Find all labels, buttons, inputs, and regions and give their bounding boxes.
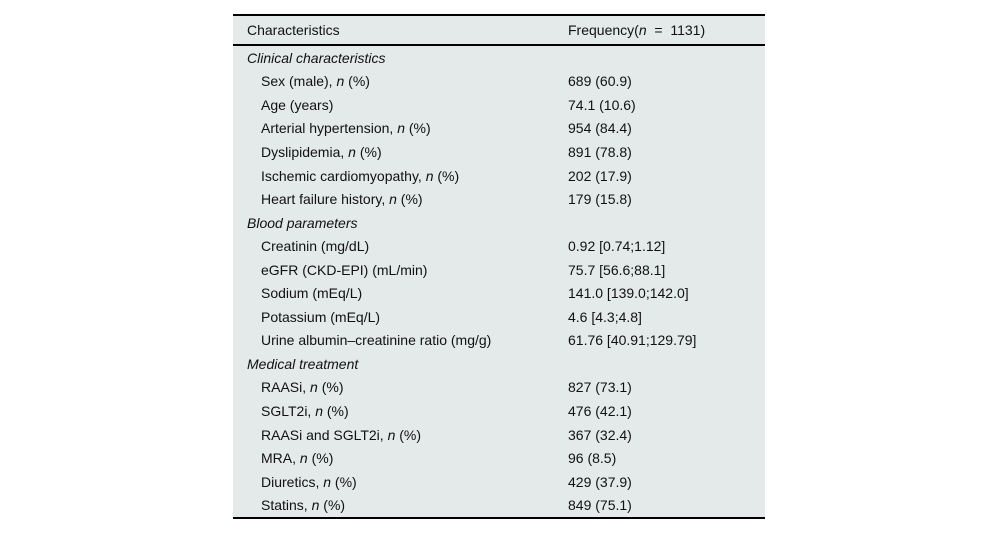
table-row: RAASi, n (%) 827 (73.1) — [233, 376, 765, 400]
header-frequency-post: = 1131) — [646, 22, 706, 38]
section-label: Clinical characteristics — [247, 49, 386, 66]
row-value: 0.92 [0.74;1.12] — [568, 238, 666, 255]
row-label: Sex (male), n (%) — [261, 73, 370, 90]
row-label: Statins, n (%) — [261, 497, 346, 514]
row-value: 75.7 [56.6;88.1] — [568, 261, 666, 278]
characteristics-table: Characteristics Frequency(n = 1131) Clin… — [233, 14, 765, 519]
row-label: Ischemic cardiomyopathy, n (%) — [261, 167, 460, 184]
row-value: 74.1 (10.6) — [568, 96, 636, 113]
row-label: Diuretics, n (%) — [261, 473, 357, 490]
table-row: eGFR (CKD-EPI) (mL/min) 75.7 [56.6;88.1] — [233, 258, 765, 282]
row-value: 849 (75.1) — [568, 497, 632, 514]
section-label: Medical treatment — [247, 355, 359, 372]
row-value: 689 (60.9) — [568, 73, 632, 90]
row-label: Age (years) — [261, 96, 334, 113]
row-label: Heart failure history, n (%) — [261, 191, 423, 208]
row-value: 954 (84.4) — [568, 120, 632, 137]
table-row: RAASi and SGLT2i, n (%) 367 (32.4) — [233, 423, 765, 447]
row-value: 429 (37.9) — [568, 473, 632, 490]
row-value: 141.0 [139.0;142.0] — [568, 285, 689, 302]
row-value: 4.6 [4.3;4.8] — [568, 308, 642, 325]
table-row: Heart failure history, n (%) 179 (15.8) — [233, 187, 765, 211]
header-frequency-n: n — [638, 22, 647, 38]
row-value: 179 (15.8) — [568, 191, 632, 208]
row-label: Sodium (mEq/L) — [261, 285, 363, 302]
table-row: Sodium (mEq/L) 141.0 [139.0;142.0] — [233, 281, 765, 305]
table-row: Creatinin (mg/dL) 0.92 [0.74;1.12] — [233, 234, 765, 258]
row-value: 367 (32.4) — [568, 426, 632, 443]
section-row: Blood parameters — [233, 211, 765, 235]
row-label: Potassium (mEq/L) — [261, 308, 381, 325]
table-row: Potassium (mEq/L) 4.6 [4.3;4.8] — [233, 305, 765, 329]
table-row: SGLT2i, n (%) 476 (42.1) — [233, 399, 765, 423]
table-row: Dyslipidemia, n (%) 891 (78.8) — [233, 140, 765, 164]
row-value: 827 (73.1) — [568, 379, 632, 396]
header-frequency: Frequency(n = 1131) — [568, 22, 705, 38]
row-label: Urine albumin–creatinine ratio (mg/g) — [261, 332, 492, 349]
header-frequency-pre: Frequency( — [568, 22, 639, 38]
section-row: Medical treatment — [233, 352, 765, 376]
row-label: MRA, n (%) — [261, 450, 334, 467]
header-characteristics: Characteristics — [247, 22, 340, 38]
table-row: Urine albumin–creatinine ratio (mg/g) 61… — [233, 329, 765, 353]
row-label: Creatinin (mg/dL) — [261, 238, 370, 255]
row-label: RAASi and SGLT2i, n (%) — [261, 426, 422, 443]
row-value: 96 (8.5) — [568, 450, 617, 467]
row-value: 891 (78.8) — [568, 143, 632, 160]
table-header-row: Characteristics Frequency(n = 1131) — [233, 16, 765, 46]
table-row: Ischemic cardiomyopathy, n (%) 202 (17.9… — [233, 164, 765, 188]
row-label: SGLT2i, n (%) — [261, 402, 349, 419]
row-label: RAASi, n (%) — [261, 379, 344, 396]
row-label: eGFR (CKD-EPI) (mL/min) — [261, 261, 428, 278]
row-value: 61.76 [40.91;129.79] — [568, 332, 697, 349]
table-body: Clinical characteristics Sex (male), n (… — [233, 46, 765, 517]
table-row: Arterial hypertension, n (%) 954 (84.4) — [233, 117, 765, 141]
row-value: 202 (17.9) — [568, 167, 632, 184]
section-row: Clinical characteristics — [233, 46, 765, 70]
table-row: Diuretics, n (%) 429 (37.9) — [233, 470, 765, 494]
row-label: Dyslipidemia, n (%) — [261, 143, 382, 160]
table-row: MRA, n (%) 96 (8.5) — [233, 446, 765, 470]
table-row: Statins, n (%) 849 (75.1) — [233, 493, 765, 517]
row-value: 476 (42.1) — [568, 402, 632, 419]
table-row: Age (years) 74.1 (10.6) — [233, 93, 765, 117]
row-label: Arterial hypertension, n (%) — [261, 120, 431, 137]
section-label: Blood parameters — [247, 214, 358, 231]
table-row: Sex (male), n (%) 689 (60.9) — [233, 70, 765, 94]
